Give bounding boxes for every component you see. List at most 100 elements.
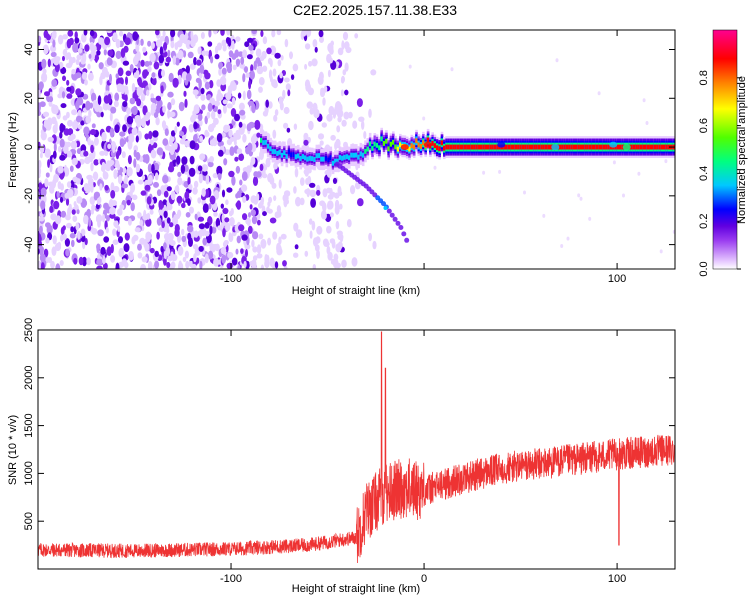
noise-speck [90,162,94,172]
signal-cell [419,144,423,149]
noise-speck [159,46,164,56]
noise-speck [39,152,43,159]
signal-blob [400,144,409,151]
noise-speck [99,183,103,191]
y-tick-label: 2500 [23,318,35,342]
signal-cell [642,144,645,150]
noise-speck [116,83,123,90]
noise-speck [232,132,238,143]
noise-speck [259,55,265,62]
signal-cell [577,144,580,150]
noise-speck [167,49,171,58]
noise-speck [127,155,132,165]
colorbar-tick-label: 0.2 [698,214,710,229]
noise-speck [224,217,230,223]
noise-speck [343,111,350,120]
noise-speck [88,153,94,163]
noise-speck [234,156,239,162]
noise-speck [672,229,675,234]
signal-cell [410,143,414,149]
noise-speck [237,265,241,269]
noise-speck [103,95,110,104]
noise-speck [201,104,206,111]
noise-speck [181,235,187,243]
noise-speck [213,190,220,200]
noise-speck [273,114,278,122]
noise-speck [293,222,299,232]
noise-speck [131,127,138,136]
noise-speck [69,165,74,172]
noise-speck [246,165,252,174]
noise-speck [368,108,372,119]
noise-speck [283,106,290,115]
noise-speck [198,173,203,184]
noise-speck [293,186,297,194]
noise-speck [126,107,132,115]
signal-cell [264,139,268,145]
noise-speck [105,226,109,234]
noise-speck [68,37,74,46]
noise-speck [71,109,78,116]
noise-speck [253,171,259,178]
noise-speck [166,186,172,192]
noise-speck [89,129,97,136]
noise-speck [45,222,51,228]
noise-speck [142,69,149,77]
noise-speck [50,51,57,58]
noise-speck [83,150,89,157]
noise-speck [137,77,142,86]
noise-speck [38,225,43,235]
noise-speck [75,115,82,123]
noise-speck [70,226,75,233]
signal-cell [299,156,302,161]
noise-speck [237,51,244,57]
noise-speck [97,37,105,45]
noise-speck [242,195,247,203]
noise-speck [187,51,194,59]
signal-cell [480,144,483,150]
noise-speck [113,220,119,228]
noise-speck [329,47,334,55]
noise-speck [228,232,232,242]
signal-cell [463,144,467,150]
noise-speck [253,196,259,205]
noise-speck [566,236,570,241]
signal-cell [417,142,421,148]
noise-speck [75,58,80,66]
noise-speck [223,240,229,245]
noise-speck [597,91,601,96]
noise-speck [363,131,367,139]
noise-speck [65,197,70,206]
noise-speck [168,72,174,83]
noise-speck [241,171,248,182]
signal-cell [345,154,349,160]
noise-speck [295,196,301,207]
noise-speck [71,68,76,75]
noise-speck [211,122,216,128]
noise-speck [45,237,50,244]
signal-cell [387,146,390,152]
noise-speck [213,211,218,217]
noise-speck [38,102,41,112]
signal-cell [331,160,335,166]
noise-speck [62,55,65,62]
noise-speck [344,62,349,72]
noise-speck [66,79,70,86]
noise-speck [216,42,222,51]
signal-cell [273,149,277,155]
noise-speck [194,213,198,220]
colorbar-tick-label: 0.8 [698,70,710,85]
signal-cell [570,144,573,150]
noise-speck [334,205,340,215]
noise-speck [212,173,219,179]
noise-speck [133,72,138,79]
noise-speck [342,69,347,76]
noise-speck [140,59,145,67]
noise-speck [198,245,204,252]
secondary-track-cell [395,220,401,226]
noise-speck [241,184,248,192]
noise-speck [109,207,116,215]
noise-speck [189,206,194,214]
noise-speck [326,113,333,122]
signal-cell [375,142,379,148]
